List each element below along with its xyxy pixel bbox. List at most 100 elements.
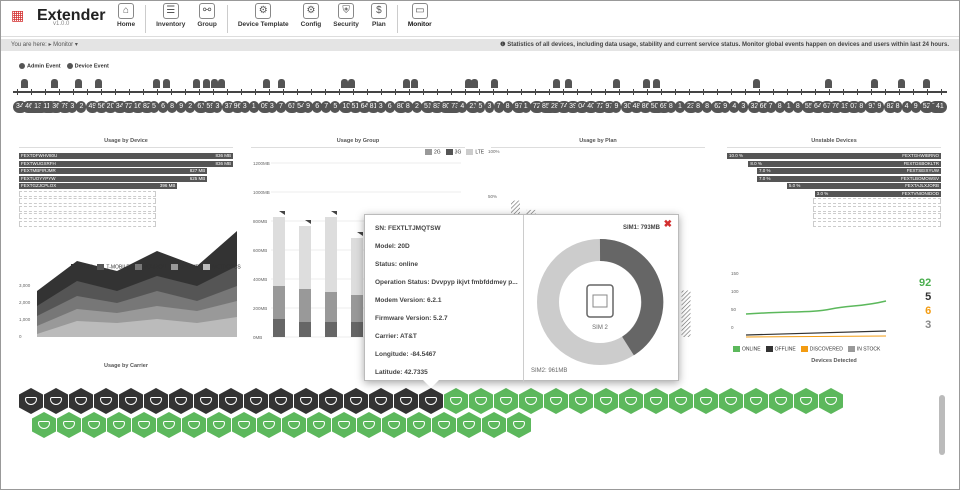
timeline-count[interactable]: 7 [321,101,332,113]
timeline-count[interactable]: 8 [856,101,867,113]
timeline-count[interactable]: 4 [457,101,468,113]
event-pin-icon[interactable] [898,79,905,88]
event-pin-icon[interactable] [218,79,225,88]
device-hex[interactable] [494,388,518,414]
group-bar-segment[interactable] [273,319,285,337]
timeline-count[interactable]: 9 [303,101,314,113]
device-hex[interactable] [94,388,118,414]
usage-bar[interactable]: FEXTWUGXRFH 836 MB [19,160,233,167]
plan-bar[interactable] [681,290,691,338]
timeline-count[interactable]: 3 [212,101,223,113]
group-bar-segment[interactable] [325,292,337,322]
device-hex[interactable] [307,412,331,438]
timeline-count[interactable]: 6 [384,101,395,113]
group-bar-segment[interactable] [351,295,363,322]
timeline-count[interactable]: 8 [774,101,785,113]
group-bar-segment[interactable] [273,217,285,286]
timeline-count[interactable]: 4 [901,101,912,113]
event-pin-icon[interactable] [75,79,82,88]
device-hex[interactable] [132,412,156,438]
device-hex[interactable] [319,388,343,414]
timeline-count[interactable]: 1 [520,101,531,113]
device-hex[interactable] [144,388,168,414]
event-pin-icon[interactable] [465,79,472,88]
device-hex[interactable] [294,388,318,414]
nav-group[interactable]: ⚯ Group [197,3,217,35]
group-bar-segment[interactable] [299,289,311,322]
usage-bar[interactable]: FEXTUOYYPYW 625 MB [19,175,208,182]
device-hex[interactable] [32,412,56,438]
event-pin-icon[interactable] [278,79,285,88]
timeline-count[interactable]: 5 [149,101,159,113]
event-pin-icon[interactable] [923,79,930,88]
timeline-count[interactable]: 9 [720,101,731,113]
device-hex[interactable] [107,412,131,438]
timeline-count[interactable]: 8 [665,101,676,113]
device-hex[interactable] [57,412,81,438]
timeline-count[interactable]: 2 [411,101,422,113]
event-pin-icon[interactable] [411,79,418,88]
unstable-bar[interactable]: 7.0 % FEXTSEIXYUW [756,168,941,174]
legend-item[interactable]: VERIZON [134,264,166,270]
timeline-count[interactable]: 8 [402,101,413,113]
timeline-count[interactable]: 3 [484,101,495,113]
device-hex[interactable] [769,388,793,414]
group-bar-segment[interactable] [351,322,363,337]
event-timeline[interactable]: 3446693131123679324956203472168256892615… [13,71,947,123]
legend-item[interactable]: OFFLINE [765,346,796,352]
device-hex[interactable] [519,388,543,414]
event-pin-icon[interactable] [471,79,478,88]
event-pin-icon[interactable] [163,79,170,88]
device-hex[interactable] [507,412,531,438]
timeline-count[interactable]: 8 [792,101,803,113]
nav-config[interactable]: ⚙ Config [301,3,321,35]
legend-item[interactable]: AT&T [71,264,92,270]
timeline-count[interactable]: 3 [266,101,277,113]
device-hex[interactable] [169,388,193,414]
legend-item[interactable]: IN STOCK [847,346,880,352]
event-pin-icon[interactable] [643,79,650,88]
nav-security[interactable]: ⛨ Security [333,3,359,35]
event-pin-icon[interactable] [753,79,760,88]
event-pin-icon[interactable] [193,79,200,88]
event-pin-icon[interactable] [263,79,270,88]
scrollbar[interactable] [937,389,947,485]
breadcrumb[interactable]: You are here: ▸ Monitor ▾ [11,42,78,48]
legend-item[interactable]: SPRINT [171,264,198,270]
device-hex[interactable] [269,388,293,414]
legend-item[interactable]: DISCOVERED [800,346,843,352]
event-pin-icon[interactable] [825,79,832,88]
device-hex[interactable] [469,388,493,414]
timeline-count[interactable]: 1 [783,101,794,113]
group-bar-segment[interactable] [299,226,311,289]
timeline-count[interactable]: 2 [185,101,196,113]
device-hex[interactable] [44,388,68,414]
usage-bar[interactable]: FEXTGZJCPLOX 396 MB [19,183,178,189]
legend-item[interactable]: 3G [445,149,461,155]
device-hex[interactable] [544,388,568,414]
device-hex[interactable] [744,388,768,414]
event-pin-icon[interactable] [565,79,572,88]
event-pin-icon[interactable] [403,79,410,88]
carrier-area[interactable] [37,317,237,337]
device-hex[interactable] [244,388,268,414]
unstable-bar[interactable]: 5.0 % FEXTAJLXJORB [786,183,941,189]
timeline-count[interactable]: 3 [375,101,386,113]
scrollbar-thumb[interactable] [939,395,945,455]
event-pin-icon[interactable] [21,79,28,88]
device-hex[interactable] [594,388,618,414]
group-bar-segment[interactable] [273,286,285,319]
event-pin-icon[interactable] [491,79,498,88]
legend-item[interactable]: T-MOBILE [97,264,130,270]
close-icon[interactable]: ✖ [663,219,672,230]
event-pin-icon[interactable] [203,79,210,88]
event-pin-icon[interactable] [613,79,620,88]
group-bar-segment[interactable] [325,217,337,292]
device-hex[interactable] [669,388,693,414]
group-bar-segment[interactable] [351,238,363,295]
device-hex[interactable] [257,412,281,438]
event-pin-icon[interactable] [653,79,660,88]
legend-item[interactable]: ONLINE [733,346,761,352]
timeline-count[interactable]: 7 [493,101,504,113]
legend-item[interactable]: LTE [466,149,484,155]
